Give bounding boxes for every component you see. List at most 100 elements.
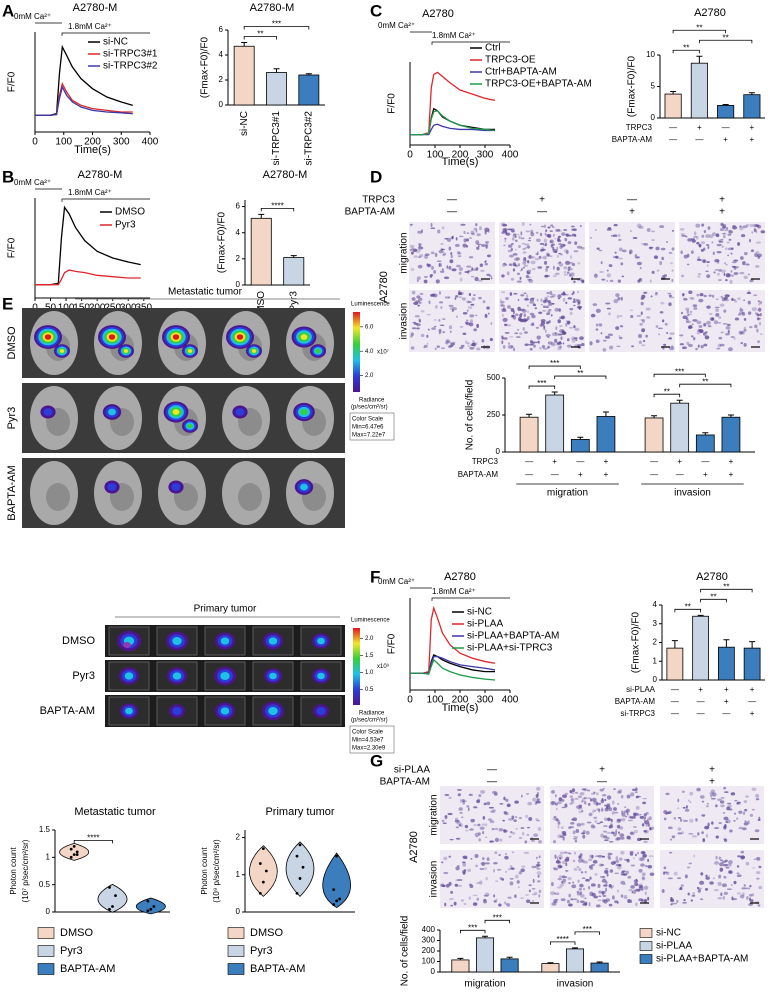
cell xyxy=(468,256,474,259)
cell xyxy=(733,880,737,885)
cell xyxy=(570,801,575,804)
cell xyxy=(549,230,553,232)
signal xyxy=(317,672,325,680)
cell xyxy=(455,879,460,881)
cell xyxy=(666,241,668,243)
cell xyxy=(576,805,579,808)
cell xyxy=(646,818,650,821)
treatment-value: — xyxy=(447,195,457,206)
colorbar-multiplier: x10⁹ xyxy=(377,663,390,670)
cell xyxy=(525,274,529,278)
legend-label: si-PLAA+BAPTA-AM xyxy=(656,954,748,965)
cell xyxy=(671,229,675,232)
cell xyxy=(612,832,615,835)
cell xyxy=(569,803,573,805)
cell xyxy=(696,320,702,325)
colorbar-multiplier: x10⁷ xyxy=(377,349,389,356)
y-axis-label: Photon count xyxy=(200,847,209,895)
cell xyxy=(758,865,762,869)
cell xyxy=(688,832,694,835)
cell xyxy=(511,851,515,854)
cell xyxy=(507,244,513,248)
cell xyxy=(535,252,539,256)
cell xyxy=(502,819,506,822)
colorbar xyxy=(353,312,360,392)
cell xyxy=(440,305,443,310)
color-scale-text: Min=6.47e6 xyxy=(352,425,384,431)
cell xyxy=(545,306,549,309)
cell xyxy=(450,890,454,894)
cell xyxy=(710,792,714,797)
cell xyxy=(722,895,725,900)
cell xyxy=(418,318,421,323)
cell xyxy=(476,347,481,351)
cell xyxy=(608,857,612,860)
cell xyxy=(714,258,720,263)
cell xyxy=(459,277,463,282)
cell xyxy=(638,868,643,873)
cell xyxy=(607,333,614,336)
significance-label: *** xyxy=(468,923,477,932)
cell xyxy=(519,276,522,280)
cell xyxy=(695,235,699,240)
significance-bracket xyxy=(698,39,753,44)
error-bar xyxy=(577,436,584,440)
cell xyxy=(567,851,571,855)
x-tick-label: 100 xyxy=(427,695,444,706)
cell xyxy=(466,805,470,808)
significance-bracket xyxy=(653,373,706,378)
cell xyxy=(661,256,664,261)
cell xyxy=(496,868,502,871)
y-tick-label: 200 xyxy=(422,946,436,955)
cell xyxy=(737,313,742,316)
cell xyxy=(597,883,601,889)
cell xyxy=(570,821,575,825)
cell xyxy=(514,894,517,899)
cell xyxy=(633,812,639,816)
cell xyxy=(702,259,706,264)
legend-swatch xyxy=(639,941,653,951)
cell xyxy=(423,279,428,284)
cell xyxy=(486,306,490,310)
cell xyxy=(550,224,554,227)
cell xyxy=(685,307,690,311)
cell xyxy=(447,296,451,299)
cell xyxy=(527,310,529,314)
cell xyxy=(580,871,584,874)
y-tick-label: 0 xyxy=(46,907,51,916)
cell xyxy=(643,243,649,246)
cell xyxy=(720,238,724,241)
cell xyxy=(617,803,620,805)
cell xyxy=(715,835,719,839)
cell xyxy=(558,243,562,246)
cell xyxy=(629,816,636,819)
cell xyxy=(547,226,551,229)
cell xyxy=(605,302,611,305)
signal xyxy=(123,349,129,353)
cell xyxy=(538,839,542,844)
bar xyxy=(500,958,519,973)
cell xyxy=(529,347,533,351)
cell xyxy=(553,816,557,819)
cell xyxy=(505,871,507,873)
cell xyxy=(441,226,445,230)
cell xyxy=(602,830,608,833)
cell xyxy=(562,831,566,834)
cell xyxy=(643,291,648,294)
cell xyxy=(504,812,509,816)
cell xyxy=(444,902,447,907)
cell xyxy=(643,885,649,890)
cell xyxy=(550,314,553,317)
bar xyxy=(664,93,682,119)
cell xyxy=(606,269,609,272)
cell xyxy=(604,804,607,807)
treatment-name: si-TRPC3 xyxy=(620,709,655,718)
cell xyxy=(478,296,482,300)
cell xyxy=(449,838,454,841)
cell xyxy=(554,332,557,335)
cell xyxy=(740,234,746,238)
cell xyxy=(503,796,506,801)
cell xyxy=(754,829,760,833)
cell xyxy=(627,875,632,879)
cell xyxy=(660,247,666,251)
